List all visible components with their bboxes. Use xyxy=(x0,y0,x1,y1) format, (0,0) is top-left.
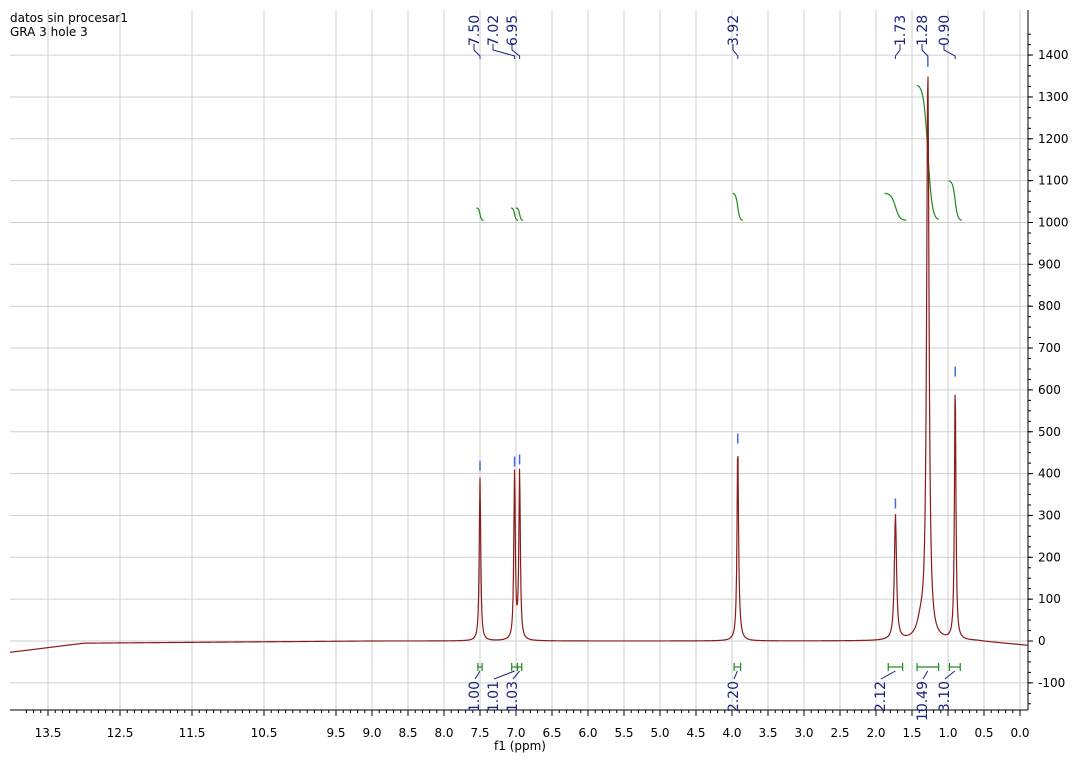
y-tick-label: 1100 xyxy=(1038,174,1069,188)
integral-labels: 1.00 1.01 1.03 2.20 2.12 10.49 3.10 xyxy=(467,663,961,721)
integral-connector xyxy=(474,670,481,680)
peak-connector xyxy=(511,44,521,59)
axes xyxy=(10,10,1033,716)
integral-label: 2.20 xyxy=(726,681,742,712)
y-tick-label: 100 xyxy=(1038,592,1061,606)
x-tick-label: 3.0 xyxy=(794,726,813,740)
y-tick-label: 1400 xyxy=(1038,48,1069,62)
integral-curve xyxy=(732,192,743,221)
peak-connector xyxy=(473,44,481,59)
y-tick-label: 1300 xyxy=(1038,90,1069,104)
x-tick-label: 5.5 xyxy=(614,726,633,740)
peak-labels: 7.50 7.02 6.95 3.92 1.73 1.28 0.90 xyxy=(467,15,956,509)
integral-label: 1.00 xyxy=(467,681,483,712)
y-tick-label: 1200 xyxy=(1038,132,1069,146)
chart-subtitle: GRA 3 hole 3 xyxy=(10,25,88,39)
x-tick-label: 0.0 xyxy=(1010,726,1029,740)
peak-label: 1.73 xyxy=(893,15,909,46)
x-tick-label: 4.5 xyxy=(686,726,705,740)
integral-connector xyxy=(880,670,896,680)
spectrum-line xyxy=(9,76,1029,653)
x-tick-label: 8.5 xyxy=(398,726,417,740)
y-tick-label: 300 xyxy=(1038,508,1061,522)
integral-label: 10.49 xyxy=(915,681,931,721)
integral-label: 1.01 xyxy=(486,681,502,712)
peak-connector xyxy=(732,44,739,59)
integral-label: 2.12 xyxy=(873,681,889,712)
peak-connector xyxy=(894,44,901,59)
integral-connector xyxy=(922,670,929,680)
x-tick-label: 12.5 xyxy=(107,726,134,740)
integral-curve xyxy=(948,180,962,221)
x-tick-label: 6.5 xyxy=(542,726,561,740)
integral-label: 1.03 xyxy=(505,681,521,712)
x-tick-label: 8.0 xyxy=(434,726,453,740)
x-tick-label: 5.0 xyxy=(650,726,669,740)
integral-label: 3.10 xyxy=(937,681,953,712)
x-tick-label: 13.5 xyxy=(35,726,62,740)
x-tick-label: 1.5 xyxy=(902,726,921,740)
x-tick-label: 9.5 xyxy=(326,726,345,740)
x-tick-label: 0.5 xyxy=(974,726,993,740)
y-tick-label: 200 xyxy=(1038,550,1061,564)
integral-curve xyxy=(510,207,519,221)
x-tick-label: 7.5 xyxy=(470,726,489,740)
integral-connector xyxy=(944,670,956,680)
spectrum-layer xyxy=(9,76,1029,653)
x-tick-label: 6.0 xyxy=(578,726,597,740)
peak-label: 6.95 xyxy=(505,15,521,46)
peak-label: 7.50 xyxy=(467,15,483,46)
x-tick-label: 3.5 xyxy=(758,726,777,740)
chart-title: datos sin procesar1 xyxy=(10,11,128,25)
x-tick-label: 10.5 xyxy=(251,726,278,740)
x-tick-label: 7.0 xyxy=(506,726,525,740)
y-tick-label: 800 xyxy=(1038,299,1061,313)
y-tick-label: 600 xyxy=(1038,383,1061,397)
integral-curves xyxy=(476,84,962,221)
x-axis-label: f1 (ppm) xyxy=(494,739,546,753)
y-tick-label: 700 xyxy=(1038,341,1061,355)
integral-connector xyxy=(733,670,738,680)
x-tick-label: 9.0 xyxy=(362,726,381,740)
y-tick-label: 900 xyxy=(1038,257,1061,271)
peak-label: 7.02 xyxy=(486,15,502,46)
x-tick-label: 1.0 xyxy=(938,726,957,740)
integral-connector xyxy=(512,670,520,680)
peak-label: 0.90 xyxy=(937,15,953,46)
integral-curve xyxy=(515,207,524,221)
x-tick-label: 2.5 xyxy=(830,726,849,740)
y-tick-label: 500 xyxy=(1038,425,1061,439)
peak-connector xyxy=(492,44,516,59)
y-tick-label: 400 xyxy=(1038,467,1061,481)
peak-label: 3.92 xyxy=(726,15,742,46)
y-tick-label: 0 xyxy=(1038,634,1046,648)
y-tick-label: -100 xyxy=(1038,676,1065,690)
x-tick-label: 4.0 xyxy=(722,726,741,740)
integral-connector xyxy=(493,670,515,680)
peak-connector xyxy=(943,44,956,59)
integral-curve xyxy=(476,207,484,221)
tick-labels: 13.5 12.5 11.5 10.5 9.5 9.0 8.5 8.0 7.5 7.0 6.5 6.0… xyxy=(35,48,1069,740)
x-tick-label: 2.0 xyxy=(866,726,885,740)
x-tick-label: 11.5 xyxy=(179,726,206,740)
y-tick-label: 1000 xyxy=(1038,216,1069,230)
integral-curve xyxy=(884,192,907,221)
peak-label: 1.28 xyxy=(915,15,931,46)
grid-lines xyxy=(10,10,1028,710)
